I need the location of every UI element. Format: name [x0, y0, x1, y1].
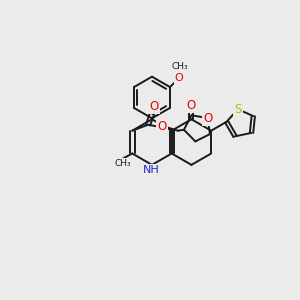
- Text: CH₃: CH₃: [114, 159, 131, 168]
- Text: S: S: [234, 103, 242, 116]
- Text: NH: NH: [142, 165, 159, 175]
- Text: O: O: [175, 73, 183, 83]
- Text: O: O: [203, 112, 212, 125]
- Text: CH₃: CH₃: [172, 62, 188, 71]
- Text: O: O: [187, 99, 196, 112]
- Text: O: O: [157, 120, 167, 133]
- Text: O: O: [149, 100, 159, 113]
